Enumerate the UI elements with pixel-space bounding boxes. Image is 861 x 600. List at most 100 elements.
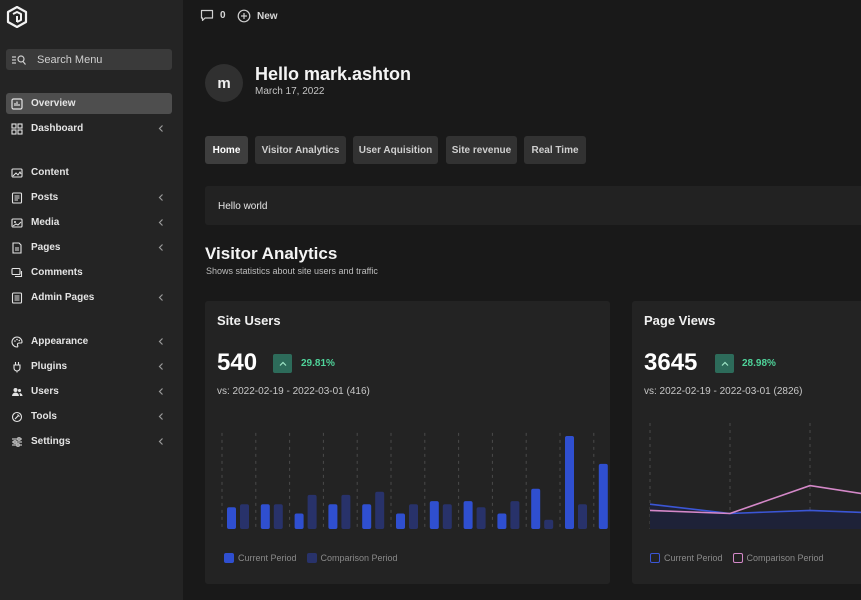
chevron-left-icon [158, 125, 163, 132]
page-views-line-chart[interactable] [632, 411, 861, 536]
line-comparison [649, 484, 861, 515]
posts-icon [11, 191, 23, 204]
sidebar-item-tools[interactable]: Tools [6, 406, 172, 427]
tab-visitor-analytics[interactable]: Visitor Analytics [255, 136, 346, 164]
legend-current[interactable]: Current Period [650, 553, 723, 563]
chevron-left-icon [158, 294, 163, 301]
sidebar-item-label: Dashboard [31, 123, 84, 134]
sidebar-item-label: Content [31, 167, 69, 178]
plugins-icon [11, 361, 23, 373]
metric-value: 3645 [644, 349, 698, 376]
sidebar-item-label: Pages [31, 242, 61, 253]
hello-panel: Hello world [205, 186, 861, 225]
bar-current [294, 513, 304, 529]
plus-circle-icon [237, 9, 251, 23]
comments-count: 0 [220, 10, 226, 21]
bar-comparison [578, 504, 587, 529]
sidebar-item-pages[interactable]: Pages [6, 237, 172, 258]
bar-comparison [240, 504, 249, 529]
chevron-left-icon [158, 244, 163, 251]
bar-comparison [476, 507, 486, 529]
tab-site-revenue[interactable]: Site revenue [446, 136, 517, 164]
sidebar-item-settings[interactable]: Settings [6, 431, 172, 452]
sidebar-item-dashboard[interactable]: Dashboard [6, 118, 172, 139]
logo-icon[interactable] [6, 6, 28, 28]
trend-up-icon [715, 354, 734, 373]
tab-user-aquisition[interactable]: User Aquisition [353, 136, 438, 164]
sidebar-item-appearance[interactable]: Appearance [6, 331, 172, 352]
chart-legend: Current Period Comparison Period [650, 553, 834, 563]
sidebar-item-users[interactable]: Users [6, 381, 172, 402]
admin-pages-icon [11, 291, 23, 304]
bar-current [429, 501, 439, 529]
greeting: Hello mark.ashton [255, 64, 412, 84]
sidebar-item-content[interactable]: Content [6, 162, 172, 183]
bar-comparison [510, 501, 520, 529]
bar-current [396, 513, 405, 529]
bar-current [531, 488, 541, 529]
chevron-left-icon [158, 219, 163, 226]
sidebar-item-label: Admin Pages [31, 292, 95, 303]
tab-home[interactable]: Home [205, 136, 248, 164]
sidebar-item-media[interactable]: Media [6, 212, 172, 233]
topbar: 0 New [183, 0, 861, 34]
chevron-left-icon [158, 194, 163, 201]
users-icon [11, 386, 23, 398]
comparison-text: vs: 2022-02-19 - 2022-03-01 (2826) [644, 386, 803, 397]
sidebar-item-overview[interactable]: Overview [6, 93, 172, 114]
bar-current [565, 436, 574, 529]
legend-label: Current Period [664, 553, 723, 563]
card-title: Page Views [644, 313, 716, 328]
card-title: Site Users [217, 313, 281, 328]
legend-comparison[interactable]: Comparison Period [306, 553, 398, 563]
sidebar-item-label: Overview [31, 98, 76, 109]
page-views-card: Page Views 3645 28.98% vs: 2022-02-19 - … [632, 301, 861, 584]
appearance-icon [11, 335, 23, 348]
bar-current [497, 513, 507, 529]
bar-comparison [341, 494, 351, 529]
bar-current [362, 504, 372, 529]
search-menu[interactable] [6, 49, 172, 70]
legend-swatch [650, 553, 660, 563]
bar-comparison [375, 491, 385, 529]
sidebar-item-label: Posts [31, 192, 59, 203]
comments-icon [11, 267, 23, 279]
site-users-bar-chart[interactable] [205, 411, 610, 536]
bar-current [328, 504, 338, 529]
chart-legend: Current Period Comparison Period [224, 553, 408, 563]
bar-comparison [409, 504, 418, 529]
trend-up-icon [273, 354, 292, 373]
sidebar-item-label: Appearance [31, 336, 89, 347]
sidebar-item-label: Plugins [31, 361, 68, 372]
chevron-left-icon [158, 438, 163, 445]
sidebar-item-admin-pages[interactable]: Admin Pages [6, 287, 172, 308]
avatar[interactable]: m [205, 64, 243, 102]
bar-current [463, 501, 473, 529]
comments-button[interactable]: 0 [200, 9, 226, 22]
bar-current [227, 507, 236, 529]
sidebar-item-plugins[interactable]: Plugins [6, 356, 172, 377]
chevron-left-icon [158, 388, 163, 395]
legend-label: Comparison Period [746, 553, 824, 563]
sidebar: Overview Dashboard Content Posts Media P… [0, 0, 183, 600]
sidebar-item-comments[interactable]: Comments [6, 262, 172, 283]
media-icon [11, 217, 23, 229]
bar-comparison [307, 494, 317, 529]
comparison-text: vs: 2022-02-19 - 2022-03-01 (416) [217, 386, 370, 397]
sidebar-item-label: Tools [31, 411, 57, 422]
new-button[interactable]: New [237, 9, 278, 23]
legend-current[interactable]: Current Period [224, 553, 297, 563]
trend-percent: 29.81% [301, 358, 335, 369]
chevron-left-icon [158, 363, 163, 370]
section-subtitle: Shows statistics about site users and tr… [206, 266, 378, 276]
legend-comparison[interactable]: Comparison Period [732, 553, 824, 563]
content-icon [11, 167, 23, 179]
new-label: New [257, 10, 278, 22]
sidebar-item-posts[interactable]: Posts [6, 187, 172, 208]
metric-value: 540 [217, 349, 258, 376]
tab-real-time[interactable]: Real Time [524, 136, 586, 164]
search-input[interactable] [37, 53, 157, 66]
sidebar-item-label: Users [31, 386, 59, 397]
line-current [649, 503, 861, 515]
